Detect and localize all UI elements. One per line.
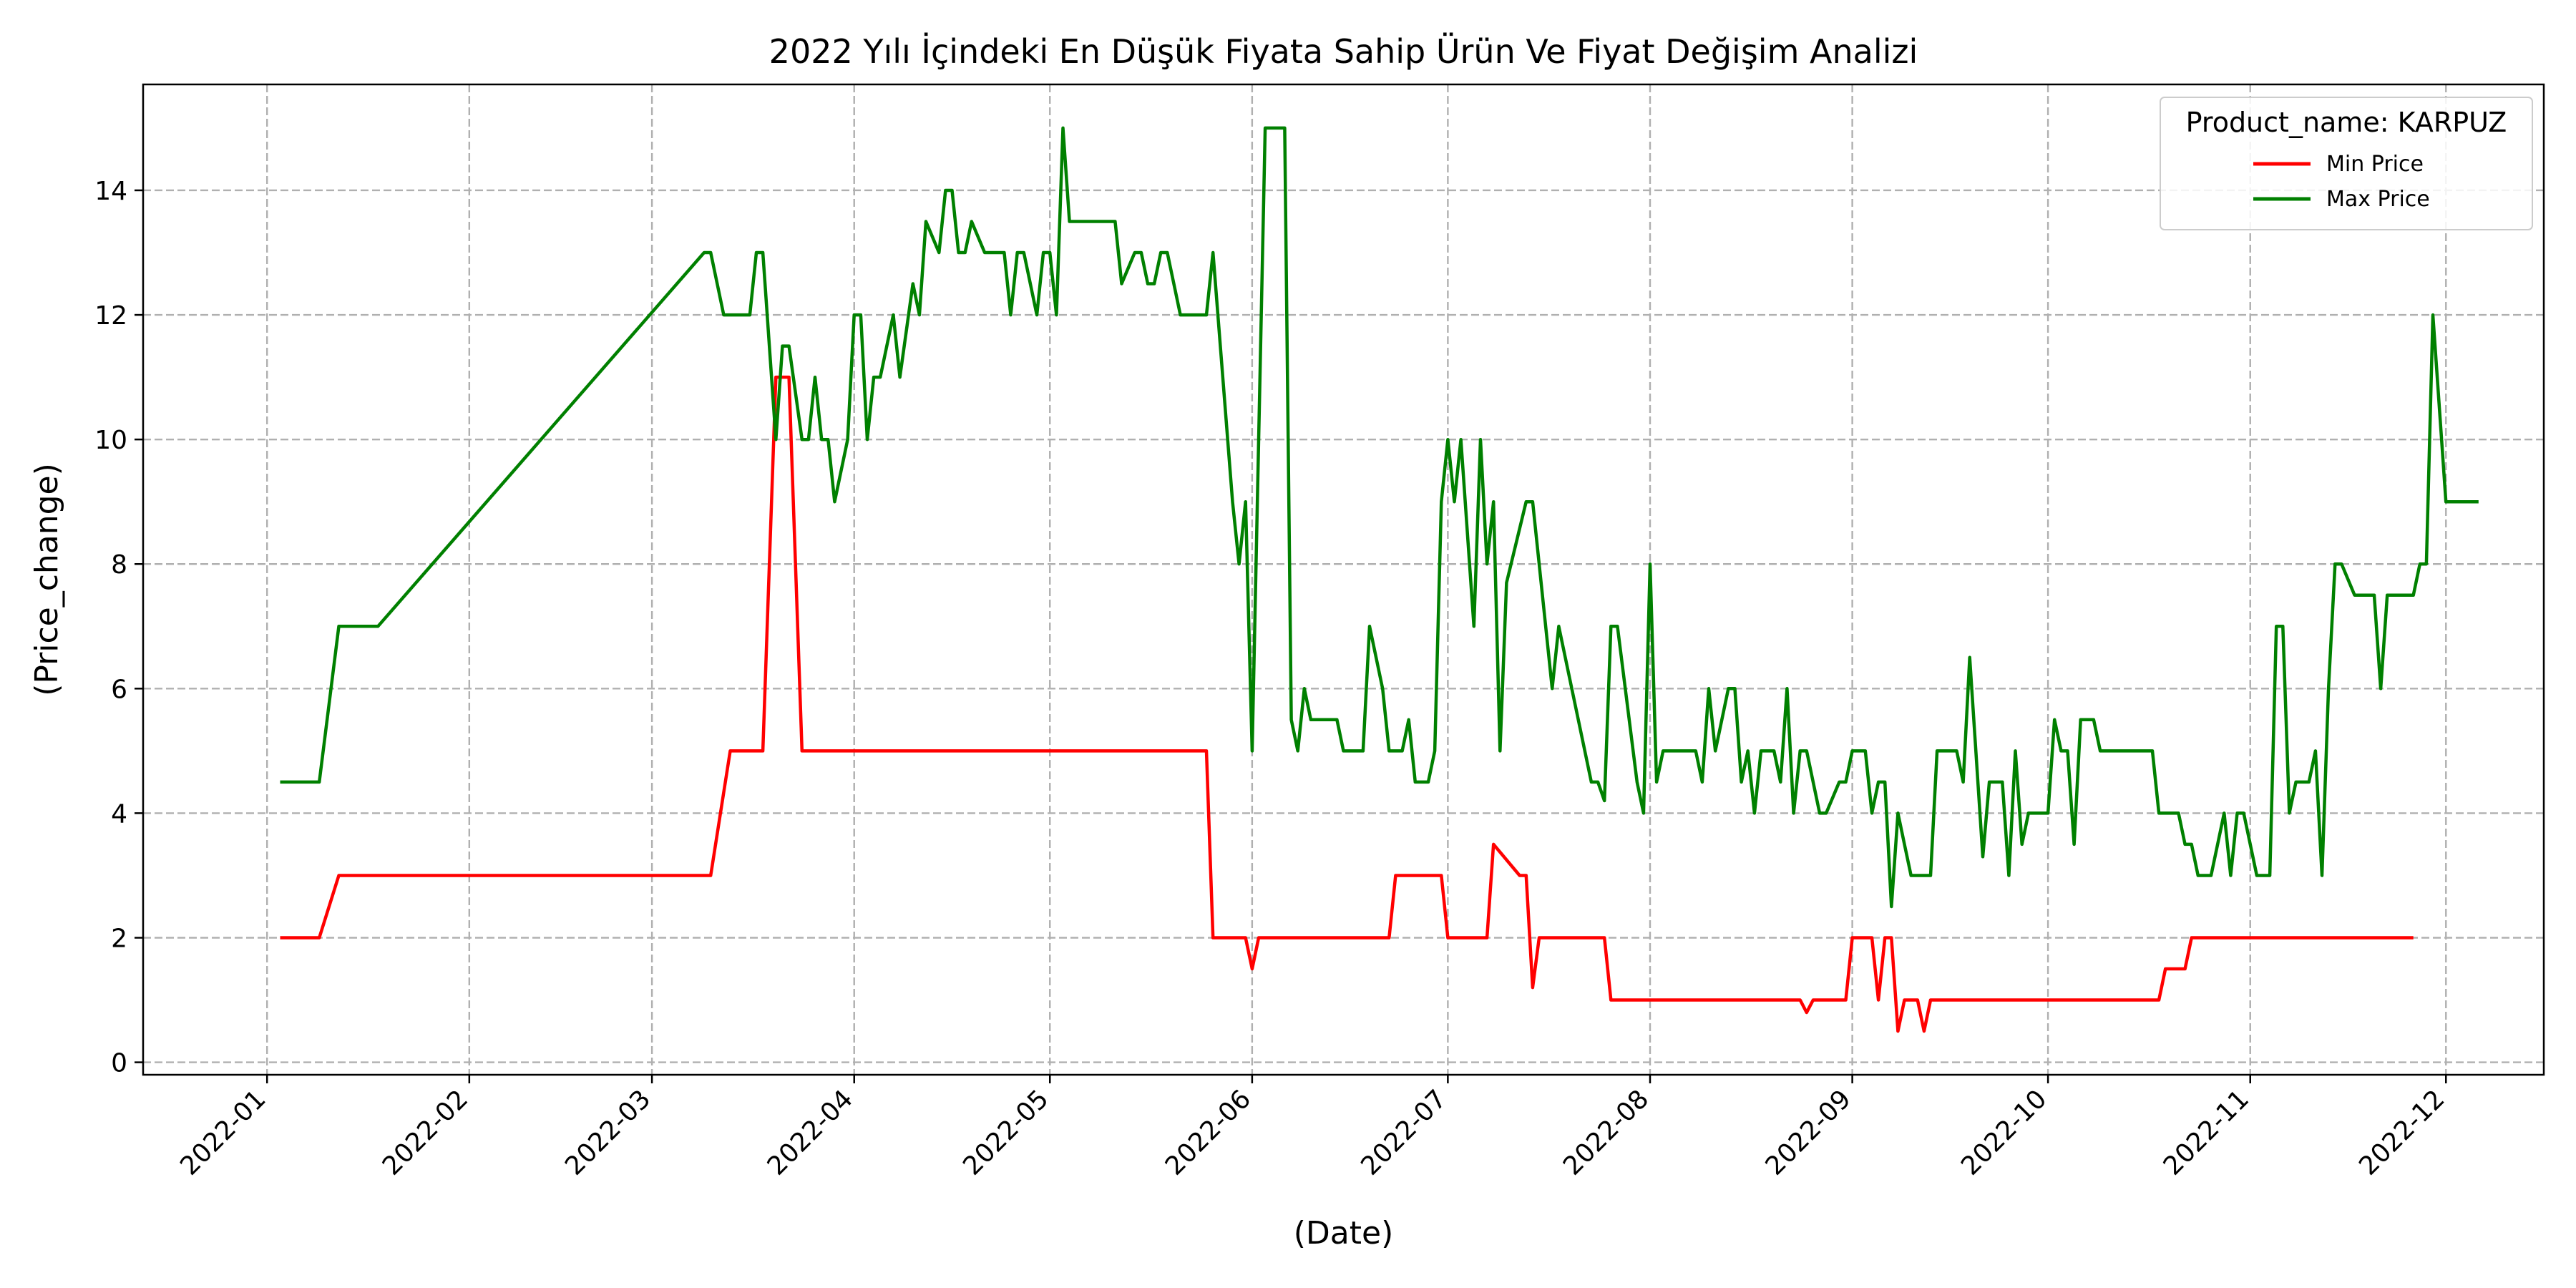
y-tick-label: 4: [111, 799, 127, 829]
y-tick-label: 6: [111, 675, 127, 704]
x-axis-label: (Date): [1294, 1215, 1394, 1252]
y-tick-label: 14: [94, 177, 127, 206]
plot-series: [280, 126, 2479, 1033]
chart-title: 2022 Yılı İçindeki En Düşük Fiyata Sahip…: [769, 32, 1918, 71]
legend-label-max-price: Max Price: [2326, 187, 2430, 212]
legend-label-min-price: Min Price: [2326, 152, 2424, 177]
grid: [143, 84, 2544, 1075]
y-tick-label: 8: [111, 550, 127, 580]
series-line-min-price: [280, 375, 2414, 1033]
y-tick-label: 12: [94, 301, 127, 331]
y-axis-ticks: 0 2 4 6 8 10 12 14: [94, 177, 143, 1078]
series-line-max-price: [280, 126, 2479, 909]
legend-title: Product_name: KARPUZ: [2186, 107, 2507, 138]
y-tick-label: 10: [94, 426, 127, 455]
y-axis-label: (Price_change): [29, 463, 65, 696]
y-tick-label: 2: [111, 924, 127, 954]
plot-frame: [142, 83, 2545, 1076]
legend-box: [2160, 97, 2533, 230]
legend: Product_name: KARPUZ Min Price Max Price: [2160, 97, 2533, 230]
y-tick-label: 0: [111, 1049, 127, 1078]
